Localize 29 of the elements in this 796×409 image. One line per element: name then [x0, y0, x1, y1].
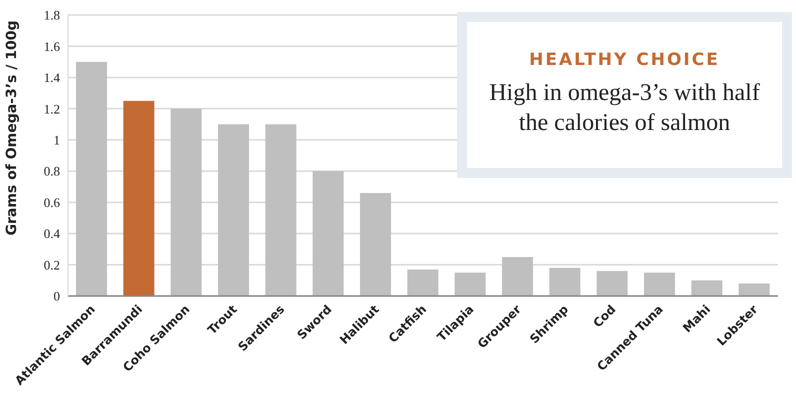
y-tick-label: 0.6	[44, 194, 60, 210]
annotation: HEALTHY CHOICE	[528, 50, 721, 70]
y-tick-label: 0	[54, 288, 60, 304]
y-tick-label: 1.4	[44, 70, 60, 86]
bar	[502, 256, 533, 296]
bar	[644, 272, 675, 296]
bar	[407, 269, 438, 296]
callout-box: HEALTHY CHOICE High in omega-3’s with half the calories of salmon	[457, 12, 792, 178]
bar	[265, 124, 296, 296]
bar	[549, 268, 580, 296]
y-tick-label: 1.6	[44, 38, 60, 54]
bar	[170, 108, 202, 296]
bar	[76, 62, 107, 296]
y-tick-label: 0.2	[44, 257, 60, 272]
bar	[738, 284, 770, 296]
bar	[218, 124, 249, 296]
y-axis-title: Grams of Omega-3’s / 100g	[4, 20, 20, 236]
bar	[596, 271, 628, 296]
bar	[691, 280, 722, 296]
y-tick-label: 0.4	[44, 226, 60, 242]
y-tick-label: 1	[54, 132, 60, 148]
y-tick-label: 1.8	[44, 8, 60, 23]
bar	[123, 100, 154, 296]
y-tick-label: 1.2	[44, 101, 60, 116]
y-tick-label: 0.8	[44, 164, 60, 179]
bar	[360, 192, 391, 296]
annotation: High in omega-3’s with half the calories of salmon	[488, 79, 761, 138]
bar	[312, 171, 344, 296]
bar	[454, 272, 486, 296]
